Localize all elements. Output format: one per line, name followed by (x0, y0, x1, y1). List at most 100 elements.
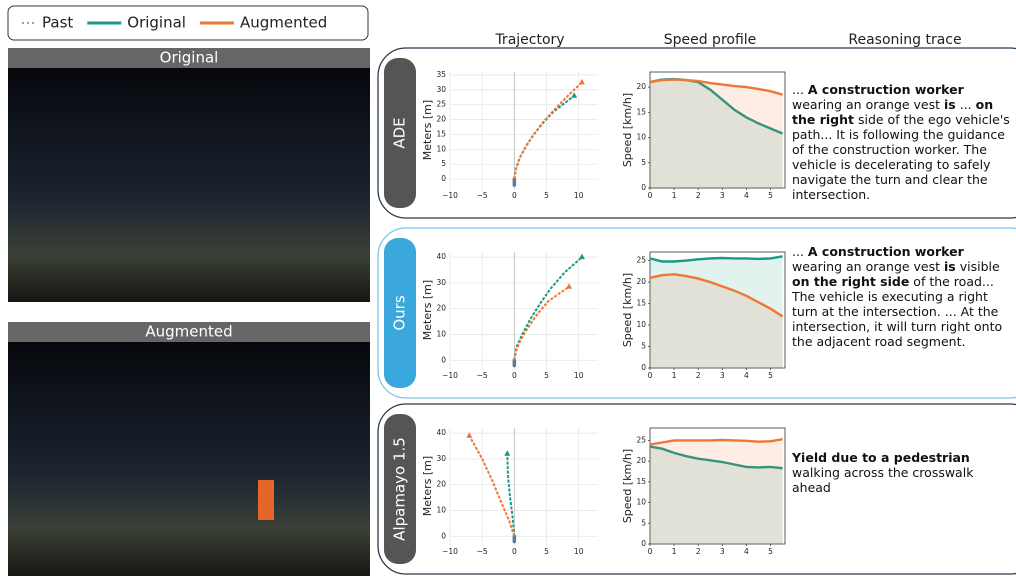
x-tick-label: 10 (574, 547, 584, 556)
worker (258, 480, 274, 520)
y-tick-label: 0 (641, 363, 646, 372)
page: Original Augmented Trajectory Speed prof… (0, 0, 1016, 576)
y-tick-label: 40 (436, 252, 446, 261)
reasoning-text: A construction worker (808, 244, 964, 259)
y-tick-label: 25 (636, 256, 646, 265)
image-title: Augmented (145, 323, 232, 341)
y-axis-label: Meters [m] (421, 100, 434, 160)
x-tick-label: −5 (477, 547, 488, 556)
reasoning-trace: Yield due to a pedestrian walking across… (792, 450, 1012, 495)
x-tick-label: 10 (574, 371, 584, 380)
legend-label: Past (42, 14, 73, 32)
y-tick-label: 20 (636, 277, 646, 286)
y-tick-label: 10 (636, 498, 646, 507)
y-tick-label: 10 (436, 505, 446, 514)
y-tick-label: 5 (441, 159, 446, 168)
y-tick-label: 25 (636, 435, 646, 444)
x-tick-label: −5 (477, 371, 488, 380)
y-tick-label: 40 (436, 428, 446, 437)
x-tick-label: 3 (720, 191, 725, 200)
x-tick-label: 0 (648, 371, 653, 380)
reasoning-text: ... (792, 82, 808, 97)
y-axis-label: Meters [m] (421, 280, 434, 340)
reasoning-text: A construction worker (808, 82, 964, 97)
x-tick-label: −10 (442, 547, 458, 556)
y-tick-label: 15 (636, 477, 646, 486)
y-axis-label: Speed [km/h] (621, 449, 634, 523)
y-tick-label: 5 (641, 518, 646, 527)
y-tick-label: 0 (641, 539, 646, 548)
legend-label: Augmented (240, 14, 327, 32)
x-tick-label: 0 (648, 547, 653, 556)
speed-area (650, 439, 783, 544)
y-tick-label: 30 (436, 85, 446, 94)
x-tick-label: 4 (744, 191, 749, 200)
x-tick-label: 5 (544, 547, 549, 556)
x-tick-label: 5 (768, 191, 773, 200)
y-tick-label: 15 (636, 299, 646, 308)
x-tick-label: −10 (442, 371, 458, 380)
series-line (507, 454, 514, 537)
end-marker (566, 283, 572, 289)
y-axis-label: Meters [m] (421, 456, 434, 516)
reasoning-text: visible (956, 259, 1000, 274)
reasoning-text: Yield due to a pedestrian (792, 450, 970, 465)
legend-label: Original (127, 14, 186, 32)
y-tick-label: 20 (636, 456, 646, 465)
x-tick-label: 0 (512, 371, 517, 380)
x-tick-label: 10 (574, 191, 584, 200)
x-tick-label: 4 (744, 371, 749, 380)
y-tick-label: 30 (436, 454, 446, 463)
y-tick-label: 5 (641, 158, 646, 167)
column-header: Speed profile (664, 32, 757, 48)
y-tick-label: 10 (436, 329, 446, 338)
x-tick-label: 0 (648, 191, 653, 200)
x-tick-label: 0 (512, 191, 517, 200)
y-tick-label: 0 (441, 174, 446, 183)
end-marker (504, 450, 510, 456)
x-tick-label: 3 (720, 547, 725, 556)
reasoning-text: on the right side (792, 274, 909, 289)
y-tick-label: 5 (641, 342, 646, 351)
y-tick-label: 0 (441, 355, 446, 364)
x-tick-label: 1 (672, 371, 677, 380)
reasoning-text: ... (792, 244, 808, 259)
y-tick-label: 35 (436, 70, 446, 79)
y-tick-label: 30 (436, 278, 446, 287)
x-tick-label: 0 (512, 547, 517, 556)
row-label: Ours (391, 295, 409, 330)
x-tick-label: −10 (442, 191, 458, 200)
y-tick-label: 10 (436, 144, 446, 153)
y-tick-label: 0 (441, 531, 446, 540)
x-tick-label: 1 (672, 191, 677, 200)
y-tick-label: 20 (436, 304, 446, 313)
x-tick-label: −5 (477, 191, 488, 200)
y-tick-label: 10 (636, 133, 646, 142)
row-label: ADE (391, 117, 409, 148)
x-tick-label: 5 (768, 371, 773, 380)
end-marker (579, 79, 585, 85)
camera-image (8, 342, 370, 576)
reasoning-text: ... (956, 97, 976, 112)
reasoning-text: is (944, 97, 956, 112)
speed-area (650, 80, 783, 188)
x-tick-label: 5 (768, 547, 773, 556)
y-axis-label: Speed [km/h] (621, 273, 634, 347)
reasoning-text: walking across the crosswalk ahead (792, 465, 973, 495)
x-tick-label: 2 (696, 371, 701, 380)
end-marker (571, 92, 577, 98)
y-axis-label: Speed [km/h] (621, 93, 634, 167)
reasoning-text: is (944, 259, 956, 274)
column-header: Trajectory (494, 32, 564, 48)
y-tick-label: 25 (436, 100, 446, 109)
end-marker (579, 254, 585, 260)
x-tick-label: 4 (744, 547, 749, 556)
x-tick-label: 5 (544, 191, 549, 200)
x-tick-label: 5 (544, 371, 549, 380)
reasoning-trace: ... A construction worker wearing an ora… (792, 244, 1012, 349)
image-title: Original (160, 49, 219, 67)
column-header: Reasoning trace (848, 32, 961, 48)
x-tick-label: 1 (672, 547, 677, 556)
x-tick-label: 3 (720, 371, 725, 380)
series-line (469, 436, 514, 537)
